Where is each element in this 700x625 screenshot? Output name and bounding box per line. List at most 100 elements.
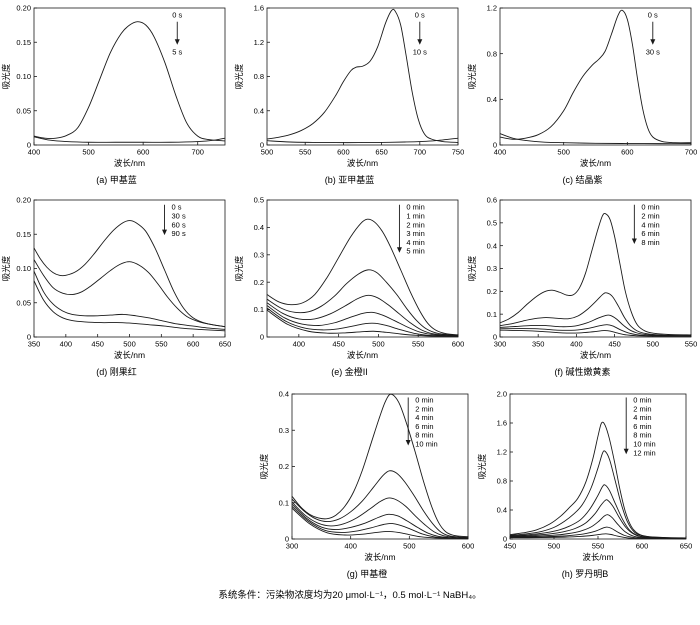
y-axis: 0 0.4 0.8 1.2 1.6 2.0 吸光度: [477, 390, 513, 544]
x-tick-label: 350: [532, 340, 545, 349]
x-tick-label: 700: [414, 148, 427, 157]
y-tick-label: 0.10: [16, 264, 31, 273]
legend-label: 4 min: [406, 238, 424, 247]
legend-label: 0 min: [641, 203, 659, 212]
x-tick-label: 500: [261, 148, 274, 157]
y-tick-label: 0.2: [487, 287, 497, 296]
y-tick-label: 0.3: [279, 426, 289, 435]
y-tick-label: 0.4: [254, 223, 264, 232]
y-axis-label: 吸光度: [467, 63, 477, 89]
y-tick-label: 0.20: [16, 196, 31, 205]
y-tick-label: 1.6: [497, 419, 507, 428]
y-tick-label: 0.8: [487, 49, 497, 58]
series-curve-0s: [33, 21, 226, 142]
legend-label: 60 s: [172, 220, 186, 229]
y-tick-label: 1.6: [254, 4, 264, 13]
legend-label: 30 s: [646, 48, 660, 57]
time-arrow-head: [174, 39, 180, 45]
series-curve-60s: [33, 271, 226, 330]
chart-c-plot: 400 500 600 700 波长/nm 0 0.4 0.8 1.2 吸光度 0 s 30 s: [466, 3, 699, 173]
y-tick-label: 0.05: [16, 106, 31, 115]
legend-label: 2 min: [641, 212, 659, 221]
y-tick-label: 2.0: [497, 390, 507, 399]
x-tick-label: 500: [372, 340, 385, 349]
chart-f-plot: 300 350 400 450 500 550 波长/nm 0 0.1 0.2 0.3 0.4 0.5 0…: [466, 195, 699, 365]
y-tick-label: 0.10: [16, 72, 31, 81]
x-tick-label: 400: [60, 340, 73, 349]
x-axis-label: 波长/nm: [364, 552, 395, 562]
y-tick-label: 0.4: [279, 390, 289, 399]
y-axis-label: 吸光度: [259, 453, 269, 479]
legend-label: 2 min: [406, 220, 424, 229]
y-tick-label: 0.2: [279, 462, 289, 471]
y-tick-label: 0.1: [279, 498, 289, 507]
chart-e-caption: (e) 金橙II: [331, 367, 368, 377]
chart-g: 300 400 500 600 波长/nm 0 0.1 0.2 0.3 0.4 吸光度 0 min 2 …: [258, 389, 476, 583]
legend-label: 0 s: [648, 11, 658, 20]
y-tick-label: 0.5: [487, 218, 497, 227]
x-tick-label: 450: [608, 340, 621, 349]
x-axis-label: 波长/nm: [582, 552, 613, 562]
legend-label: 5 min: [406, 247, 424, 256]
time-arrow-head: [162, 229, 168, 236]
x-tick-label: 500: [647, 340, 660, 349]
chart-a-plot: 400 500 600 700 波长/nm 0 0.05 0.10 0.15 0.20 吸光度 0 s…: [0, 3, 233, 173]
x-tick-label: 600: [462, 542, 475, 551]
chart-c-svg: 400 500 600 700 波长/nm 0 0.4 0.8 1.2 吸光度 0 s 30 s: [467, 4, 697, 168]
x-axis: 400 500 600 700 波长/nm: [28, 142, 204, 168]
x-tick-label: 550: [412, 340, 425, 349]
chart-a: 400 500 600 700 波长/nm 0 0.05 0.10 0.15 0.20 吸光度 0 s…: [0, 3, 233, 189]
legend-label: 0 min: [406, 203, 424, 212]
y-axis: 0 0.05 0.10 0.15 0.20 吸光度: [1, 196, 37, 342]
chart-h-caption: (h) 罗丹明B: [561, 569, 609, 579]
legend: 0 s30 s60 s90 s: [162, 203, 186, 238]
series-curve-1min: [266, 269, 459, 336]
legend-label: 3 min: [406, 229, 424, 238]
series-curve-90s: [33, 280, 226, 332]
x-axis-label: 波长/nm: [114, 350, 145, 360]
y-tick-label: 0.6: [487, 196, 497, 205]
figure-row-3: 300 400 500 600 波长/nm 0 0.1 0.2 0.3 0.4 吸光度 0 min 2 …: [0, 389, 700, 583]
series-curve-4min: [266, 307, 459, 337]
plot-frame: [266, 199, 459, 338]
legend-label: 0 min: [633, 395, 651, 404]
legend-label: 0 s: [172, 203, 182, 212]
x-axis: 450 500 550 600 650 波长/nm: [504, 536, 692, 562]
series-curve-2min: [266, 294, 459, 337]
x-tick-label: 650: [375, 148, 388, 157]
y-tick-label: 1.2: [254, 38, 264, 47]
legend-label: 8 min: [415, 431, 433, 440]
chart-b-svg: 500 550 600 650 700 750波长/nm00.40.81.21.6吸光度0…: [234, 4, 465, 168]
y-tick-label: 0.2: [254, 278, 264, 287]
time-arrow-head: [631, 238, 637, 244]
x-tick-label: 750: [452, 148, 465, 157]
x-tick-label: 400: [28, 148, 41, 157]
y-axis: 0 0.4 0.8 1.2 吸光度: [467, 4, 503, 150]
x-tick-label: 550: [155, 340, 168, 349]
chart-e: 400 450 500 550 600 波长/nm 0 0.1 0.2 0.3 0.4 0.5 吸光度 0…: [233, 195, 466, 381]
curves: [33, 21, 226, 143]
x-tick-label: 600: [621, 148, 634, 157]
series-curve-3min: [266, 305, 459, 337]
curves: [499, 9, 692, 145]
x-axis-label: 波长/nm: [347, 158, 378, 168]
x-axis: 400 450 500 550 600 波长/nm: [293, 334, 464, 360]
x-tick-label: 400: [570, 340, 583, 349]
x-tick-label: 500: [557, 148, 570, 157]
legend-label: 8 min: [633, 431, 651, 440]
legend: 0 s 5 s: [172, 11, 182, 57]
y-tick-label: 0.15: [16, 38, 31, 47]
y-tick-label: 0.1: [254, 305, 264, 314]
series-curve-0s: [499, 9, 692, 144]
series-curve-4min: [291, 497, 469, 539]
time-arrow-head: [405, 439, 411, 446]
legend-label: 0 s: [415, 11, 425, 20]
legend-label: 2 min: [415, 404, 433, 413]
chart-h-svg: 450 500 550 600 650波长/nm00.40.81.21.62.0吸光度0…: [477, 390, 692, 562]
chart-b-caption: (b) 亚甲基蓝: [324, 175, 375, 185]
chart-g-caption: (g) 甲基橙: [346, 569, 388, 579]
series-curve-5s: [33, 136, 226, 143]
series-curve-4min: [509, 484, 687, 539]
legend-label: 10 min: [415, 439, 438, 448]
